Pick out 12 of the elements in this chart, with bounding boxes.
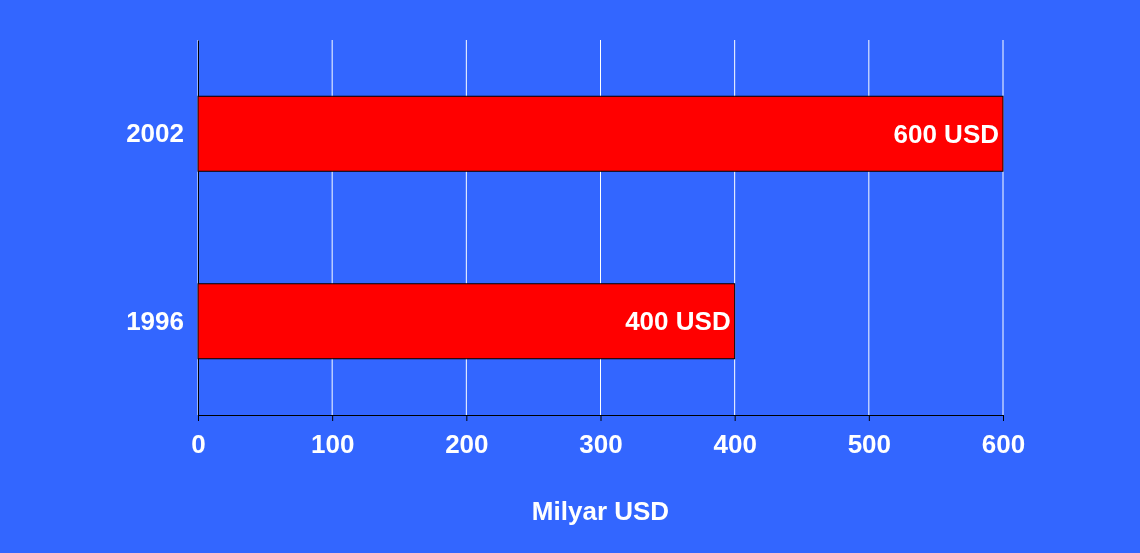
data-label: 400 USD <box>625 306 731 337</box>
y-tick-label: 1996 <box>126 305 184 336</box>
data-label: 600 USD <box>893 118 999 149</box>
x-axis-title: Milyar USD <box>531 496 670 526</box>
x-tick-label: 100 <box>310 429 355 460</box>
x-tick-label: 600 <box>981 429 1026 460</box>
x-tick-label: 500 <box>847 429 892 460</box>
x-tick-label: 200 <box>445 429 489 460</box>
x-tick-label: 0 <box>191 429 206 460</box>
y-tick-label: 2002 <box>126 118 184 149</box>
x-tick-label: 400 <box>713 429 757 460</box>
x-tick-label: 300 <box>579 429 623 460</box>
